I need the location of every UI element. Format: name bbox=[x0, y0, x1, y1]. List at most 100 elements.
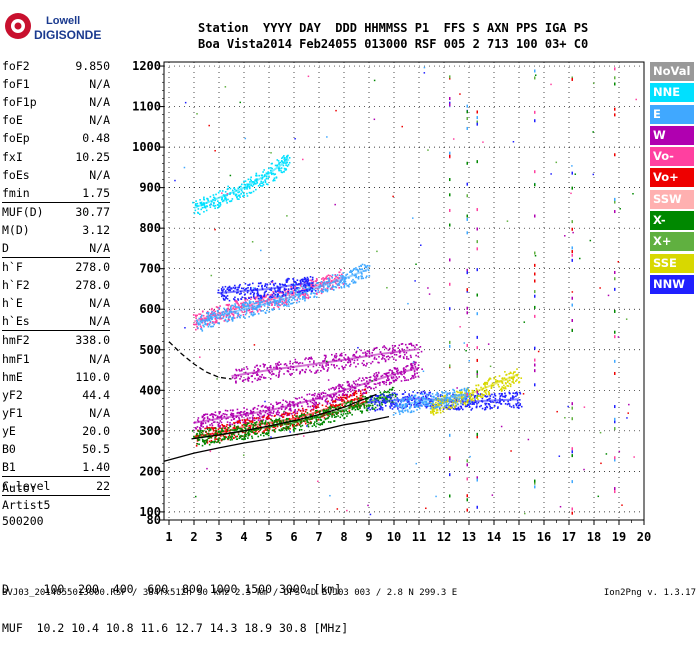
echo-point bbox=[260, 434, 262, 436]
echo-point bbox=[479, 406, 481, 408]
echo-point bbox=[356, 393, 358, 395]
echo-point bbox=[304, 298, 306, 300]
echo-point bbox=[395, 359, 397, 361]
echo-point bbox=[350, 361, 352, 363]
interference-point bbox=[449, 178, 451, 181]
echo-point bbox=[237, 192, 239, 194]
echo-point bbox=[341, 401, 343, 403]
echo-point bbox=[243, 195, 245, 197]
echo-point bbox=[343, 418, 345, 420]
echo-point bbox=[201, 202, 203, 204]
x-tick-label: 3 bbox=[215, 530, 222, 544]
echo-point bbox=[232, 198, 234, 200]
echo-point bbox=[278, 361, 280, 363]
noise-point bbox=[210, 204, 212, 206]
echo-point bbox=[477, 399, 479, 401]
echo-point bbox=[249, 181, 251, 183]
echo-point bbox=[229, 286, 231, 288]
echo-point bbox=[503, 388, 505, 390]
echo-point bbox=[325, 419, 327, 421]
noise-point bbox=[306, 425, 308, 427]
echo-point bbox=[272, 180, 274, 182]
echo-point bbox=[292, 417, 294, 419]
echo-point bbox=[396, 354, 398, 356]
echo-point bbox=[367, 387, 369, 389]
echo-point bbox=[383, 391, 385, 393]
echo-point bbox=[274, 294, 276, 296]
echo-point bbox=[435, 412, 437, 414]
echo-point bbox=[347, 391, 349, 393]
echo-point bbox=[244, 411, 246, 413]
echo-point bbox=[197, 327, 199, 329]
echo-point bbox=[261, 376, 263, 378]
echo-point bbox=[312, 394, 314, 396]
echo-point bbox=[212, 326, 214, 328]
noise-point bbox=[264, 401, 266, 403]
echo-point bbox=[241, 424, 243, 426]
echo-point bbox=[371, 387, 373, 389]
echo-point bbox=[394, 367, 396, 369]
echo-point bbox=[257, 368, 259, 370]
echo-point bbox=[422, 396, 424, 398]
interference-point bbox=[449, 103, 451, 106]
echo-point bbox=[199, 434, 201, 436]
echo-point bbox=[228, 437, 230, 439]
echo-point bbox=[236, 197, 238, 199]
echo-point bbox=[460, 403, 462, 405]
echo-point bbox=[306, 394, 308, 396]
echo-point bbox=[196, 315, 198, 317]
interference-point bbox=[449, 193, 451, 196]
echo-point bbox=[395, 376, 397, 378]
echo-point bbox=[363, 364, 365, 366]
noise-point bbox=[567, 406, 569, 408]
noise-point bbox=[412, 217, 414, 219]
echo-point bbox=[313, 360, 315, 362]
noise-point bbox=[550, 173, 552, 175]
interference-point bbox=[449, 494, 451, 497]
echo-point bbox=[398, 345, 400, 347]
echo-point bbox=[339, 386, 341, 388]
echo-point bbox=[361, 380, 363, 382]
echo-point bbox=[504, 371, 506, 373]
echo-point bbox=[272, 373, 274, 375]
echo-point bbox=[222, 286, 224, 288]
echo-point bbox=[220, 432, 222, 434]
echo-point bbox=[317, 397, 319, 399]
echo-point bbox=[326, 281, 328, 283]
echo-point bbox=[455, 402, 457, 404]
echo-point bbox=[253, 425, 255, 427]
echo-point bbox=[340, 269, 342, 271]
x-tick-label: 19 bbox=[612, 530, 626, 544]
echo-point bbox=[269, 367, 271, 369]
interference-point bbox=[477, 479, 479, 482]
echo-point bbox=[353, 282, 355, 284]
echo-point bbox=[427, 405, 429, 407]
echo-point bbox=[262, 310, 264, 312]
echo-point bbox=[241, 438, 243, 440]
echo-point bbox=[235, 369, 237, 371]
echo-point bbox=[199, 323, 201, 325]
y-tick-label: 500 bbox=[139, 343, 161, 357]
echo-point bbox=[323, 409, 325, 411]
echo-point bbox=[248, 297, 250, 299]
echo-point bbox=[521, 406, 523, 408]
echo-point bbox=[463, 403, 465, 405]
echo-point bbox=[317, 292, 319, 294]
echo-point bbox=[231, 419, 233, 421]
echo-point bbox=[260, 185, 262, 187]
echo-point bbox=[342, 275, 344, 277]
echo-point bbox=[248, 377, 250, 379]
echo-point bbox=[475, 395, 477, 397]
echo-point bbox=[206, 316, 208, 318]
echo-point bbox=[265, 290, 267, 292]
echo-point bbox=[307, 406, 309, 408]
echo-point bbox=[417, 406, 419, 408]
echo-point bbox=[259, 421, 261, 423]
echo-point bbox=[321, 366, 323, 368]
echo-point bbox=[403, 357, 405, 359]
echo-point bbox=[382, 393, 384, 395]
echo-point bbox=[390, 402, 392, 404]
echo-point bbox=[383, 355, 385, 357]
echo-point bbox=[340, 414, 342, 416]
echo-point bbox=[325, 405, 327, 407]
